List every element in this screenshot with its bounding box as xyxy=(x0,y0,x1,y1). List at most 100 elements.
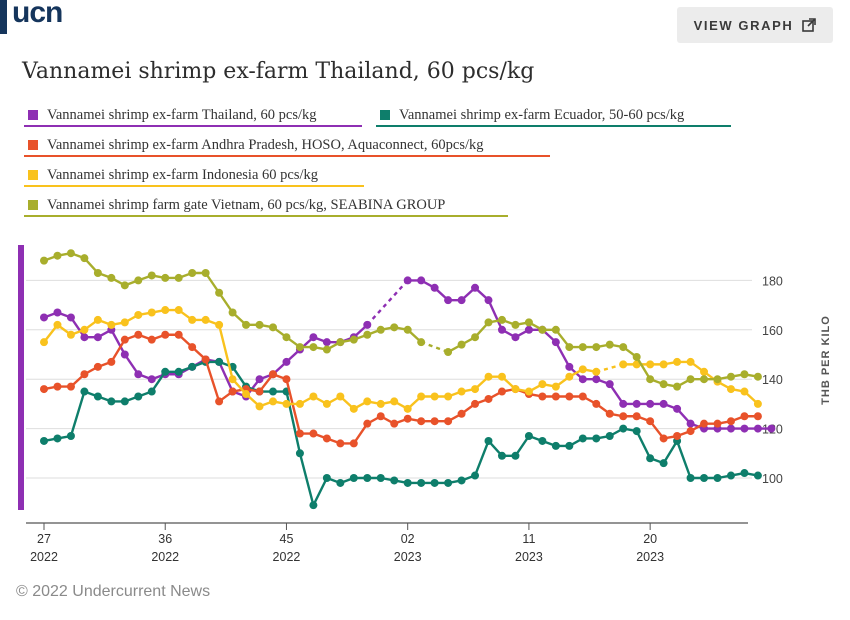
data-point xyxy=(147,335,156,344)
data-point xyxy=(511,320,520,329)
data-point xyxy=(646,360,655,369)
data-point xyxy=(740,387,749,396)
logo-bar xyxy=(0,0,7,34)
data-point xyxy=(322,338,331,347)
data-point xyxy=(255,320,264,329)
data-point xyxy=(605,432,614,441)
data-point xyxy=(713,474,722,482)
series-group xyxy=(40,330,762,448)
data-point xyxy=(188,268,197,277)
data-point xyxy=(309,501,318,510)
legend-item[interactable]: Vannamei shrimp ex-farm Thailand, 60 pcs… xyxy=(24,105,362,127)
y-tick-label: 160 xyxy=(762,324,783,338)
data-point xyxy=(444,392,453,401)
data-point xyxy=(700,367,709,376)
data-point xyxy=(632,399,641,408)
data-point xyxy=(565,392,574,401)
x-tick-year: 2022 xyxy=(151,550,179,564)
data-point xyxy=(403,325,412,334)
data-point xyxy=(497,387,506,396)
data-point xyxy=(646,454,655,463)
data-point xyxy=(605,409,614,418)
data-point xyxy=(215,357,224,366)
data-point xyxy=(673,382,682,391)
data-point xyxy=(268,387,277,396)
series-line-segment xyxy=(675,439,692,480)
data-point xyxy=(471,385,480,394)
data-point xyxy=(551,325,560,334)
data-point xyxy=(53,251,62,260)
data-point xyxy=(524,318,533,327)
data-point xyxy=(53,320,62,329)
data-point xyxy=(363,474,372,482)
data-point xyxy=(80,370,89,379)
data-point xyxy=(309,333,318,342)
data-point xyxy=(66,249,75,258)
x-tick-label: 11 xyxy=(522,532,535,546)
data-point xyxy=(417,478,426,487)
data-point xyxy=(767,424,776,433)
data-point xyxy=(174,330,183,339)
data-point xyxy=(376,399,385,408)
data-point xyxy=(632,412,641,421)
data-point xyxy=(713,375,722,384)
data-point xyxy=(726,471,735,480)
series-line-segment xyxy=(110,338,127,364)
data-point xyxy=(538,325,547,334)
data-point xyxy=(605,340,614,349)
data-point xyxy=(201,315,210,324)
ucn-logo[interactable]: ucn xyxy=(0,0,80,34)
data-point xyxy=(578,375,587,384)
data-point xyxy=(457,476,466,485)
data-point xyxy=(444,417,453,426)
legend-item[interactable]: Vannamei shrimp ex-farm Andhra Pradesh, … xyxy=(24,135,550,157)
data-point xyxy=(53,382,62,391)
data-point xyxy=(107,357,116,366)
data-point xyxy=(322,474,331,482)
external-link-icon xyxy=(802,18,817,32)
data-point xyxy=(484,372,493,381)
y-tick-label: 100 xyxy=(762,472,783,486)
data-point xyxy=(511,385,520,394)
data-point xyxy=(444,478,453,487)
view-graph-button[interactable]: VIEW GRAPH xyxy=(677,7,833,43)
data-point xyxy=(376,325,385,334)
legend-item[interactable]: Vannamei shrimp farm gate Vietnam, 60 pc… xyxy=(24,195,508,217)
legend-label: Vannamei shrimp ex-farm Thailand, 60 pcs… xyxy=(47,106,317,123)
legend-item[interactable]: Vannamei shrimp ex-farm Indonesia 60 pcs… xyxy=(24,165,364,187)
data-point xyxy=(390,476,399,485)
data-point xyxy=(632,352,641,361)
data-point xyxy=(551,338,560,347)
data-point xyxy=(700,375,709,384)
data-point xyxy=(551,392,560,401)
data-point xyxy=(161,330,170,339)
x-tick-label: 20 xyxy=(643,532,657,546)
data-point xyxy=(53,308,62,317)
data-point xyxy=(551,441,560,450)
data-point xyxy=(565,343,574,352)
data-point xyxy=(619,424,628,433)
data-point xyxy=(457,340,466,349)
data-point xyxy=(349,404,358,413)
data-point xyxy=(174,273,183,282)
data-point xyxy=(673,432,682,441)
data-point xyxy=(538,380,547,389)
data-point xyxy=(417,392,426,401)
data-point xyxy=(66,330,75,339)
data-point xyxy=(363,419,372,428)
data-point xyxy=(188,315,197,324)
data-point xyxy=(619,360,628,369)
series-line-segment xyxy=(473,439,490,477)
data-point xyxy=(753,399,762,408)
data-point xyxy=(753,424,762,433)
data-point xyxy=(40,338,48,347)
data-point xyxy=(497,372,506,381)
data-point xyxy=(403,276,412,285)
data-point xyxy=(107,320,116,329)
data-point xyxy=(336,478,345,487)
data-point xyxy=(511,333,520,342)
data-point xyxy=(605,380,614,389)
legend-item[interactable]: Vannamei shrimp ex-farm Ecuador, 50-60 p… xyxy=(376,105,731,127)
data-point xyxy=(740,424,749,433)
series-group xyxy=(40,249,762,391)
